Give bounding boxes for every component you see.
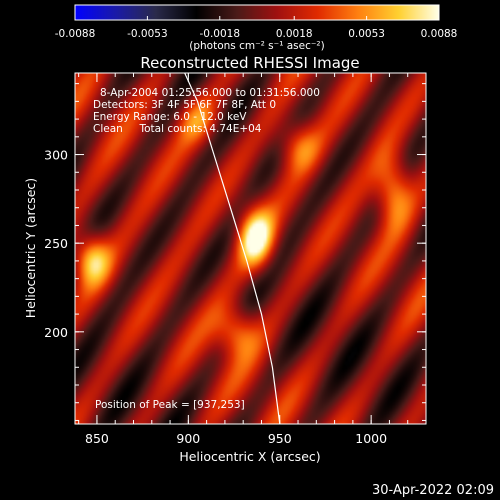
colorbar-tick-label: -0.0018 xyxy=(200,28,241,40)
annotation-clean-counts: Clean Total counts: 4.74E+04 xyxy=(93,123,262,135)
y-axis-label: Heliocentric Y (arcsec) xyxy=(23,178,38,318)
y-tick-label: 300 xyxy=(44,148,68,163)
colorbar-tick-label: -0.0053 xyxy=(127,28,168,40)
colorbar-tick-label: -0.0088 xyxy=(55,28,96,40)
y-tick-label: 250 xyxy=(44,236,68,251)
colorbar-tick-label: 0.0053 xyxy=(348,28,385,40)
plot-frame xyxy=(74,72,427,425)
annotation-time-range: 8-Apr-2004 01:25:56.000 to 01:31:56.000 xyxy=(100,87,320,99)
x-tick-label: 850 xyxy=(85,431,109,446)
footer-timestamp: 30-Apr-2022 02:09 xyxy=(372,483,494,498)
x-tick-label: 900 xyxy=(176,431,200,446)
y-tick-label: 200 xyxy=(44,325,68,340)
annotation-detectors: Detectors: 3F 4F 5F 6F 7F 8F, Att 0 xyxy=(93,99,276,111)
chart-title: Reconstructed RHESSI Image xyxy=(140,54,359,72)
solar-limb-line xyxy=(184,73,281,424)
axis-ticks: 850 900 950 1000 200 250 300 xyxy=(44,73,427,446)
colorbar-ticks: -0.0088 -0.0053 -0.0018 0.0018 0.0053 0.0088 xyxy=(55,16,458,40)
x-axis-label: Heliocentric X (arcsec) xyxy=(179,449,320,464)
annotation-energy-range: Energy Range: 6.0 - 12.0 keV xyxy=(93,111,247,123)
colorbar-tick-label: 0.0088 xyxy=(421,28,458,40)
heatmap-image xyxy=(75,73,426,424)
colorbar-units-label: (photons cm⁻² s⁻¹ asec⁻²) xyxy=(189,40,324,52)
colorbar xyxy=(74,4,440,21)
x-tick-label: 950 xyxy=(268,431,292,446)
x-tick-label: 1000 xyxy=(355,431,387,446)
colorbar-tick-label: 0.0018 xyxy=(276,28,313,40)
peak-position-label: Position of Peak = [937,253] xyxy=(95,399,245,411)
